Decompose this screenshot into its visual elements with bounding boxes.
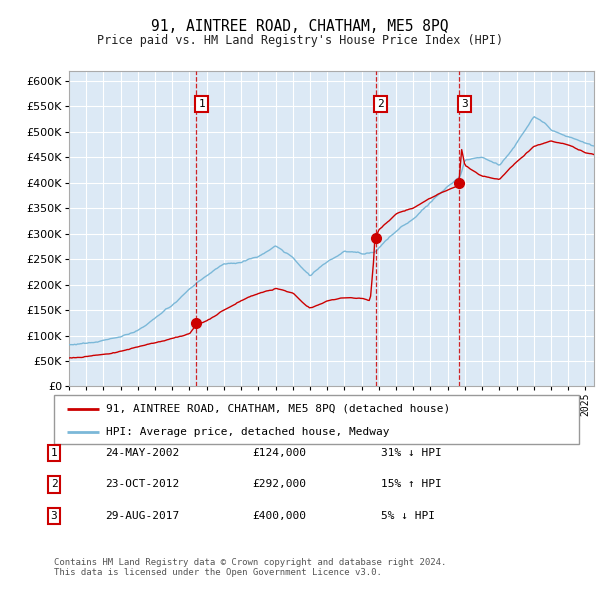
Text: 91, AINTREE ROAD, CHATHAM, ME5 8PQ (detached house): 91, AINTREE ROAD, CHATHAM, ME5 8PQ (deta… (107, 404, 451, 414)
Text: 2: 2 (50, 480, 58, 489)
Text: £124,000: £124,000 (252, 448, 306, 458)
Text: 31% ↓ HPI: 31% ↓ HPI (381, 448, 442, 458)
FancyBboxPatch shape (54, 395, 579, 444)
Text: HPI: Average price, detached house, Medway: HPI: Average price, detached house, Medw… (107, 427, 390, 437)
Text: £400,000: £400,000 (252, 511, 306, 520)
Text: Contains HM Land Registry data © Crown copyright and database right 2024.
This d: Contains HM Land Registry data © Crown c… (54, 558, 446, 577)
Text: 91, AINTREE ROAD, CHATHAM, ME5 8PQ: 91, AINTREE ROAD, CHATHAM, ME5 8PQ (151, 19, 449, 34)
Text: 3: 3 (461, 99, 468, 109)
Text: 2: 2 (377, 99, 385, 109)
Text: 29-AUG-2017: 29-AUG-2017 (105, 511, 179, 520)
Text: 1: 1 (50, 448, 58, 458)
Text: 5% ↓ HPI: 5% ↓ HPI (381, 511, 435, 520)
Text: 3: 3 (50, 511, 58, 520)
Text: 24-MAY-2002: 24-MAY-2002 (105, 448, 179, 458)
Text: £292,000: £292,000 (252, 480, 306, 489)
Text: Price paid vs. HM Land Registry's House Price Index (HPI): Price paid vs. HM Land Registry's House … (97, 34, 503, 47)
Text: 23-OCT-2012: 23-OCT-2012 (105, 480, 179, 489)
Text: 15% ↑ HPI: 15% ↑ HPI (381, 480, 442, 489)
Text: 1: 1 (198, 99, 205, 109)
